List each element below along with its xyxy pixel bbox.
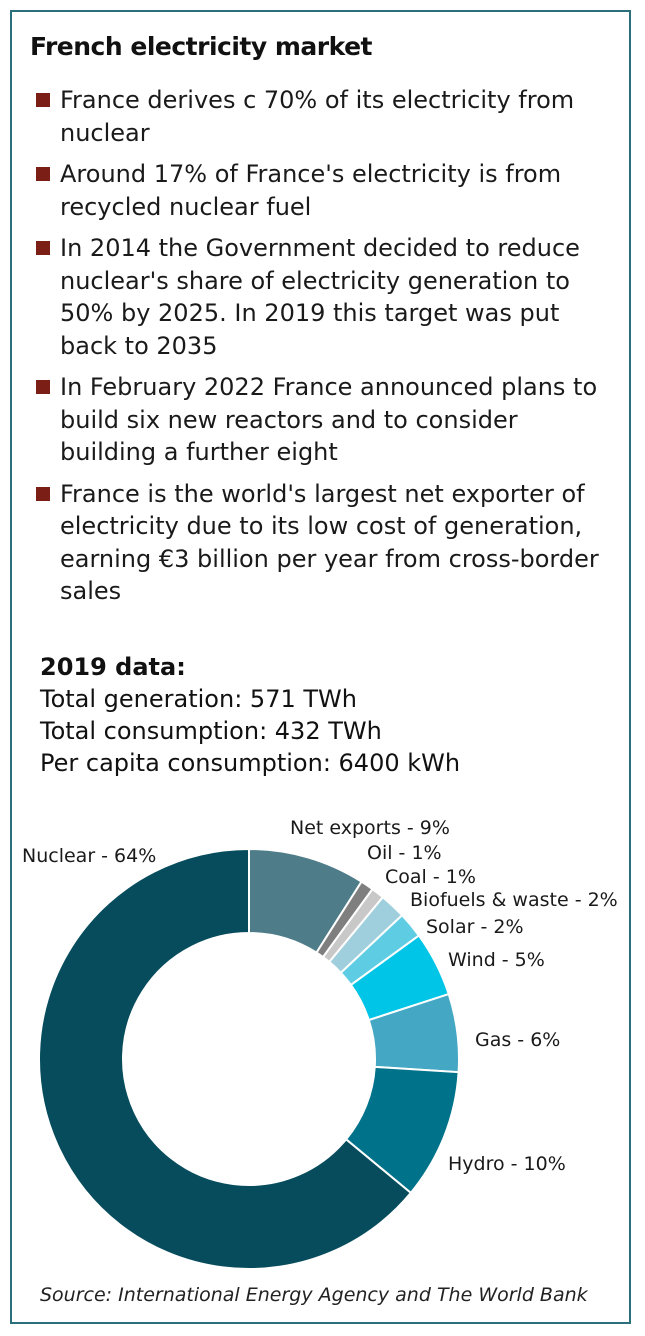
bullet-square-icon (36, 486, 50, 501)
slice-label-oil: Oil - 1% (367, 842, 442, 864)
slice-label-hydro: Hydro - 10% (448, 1153, 566, 1175)
slice-label-nuclear: Nuclear - 64% (22, 845, 156, 867)
bullet-item: Around 17% of France's electricity is fr… (36, 158, 616, 223)
page-title: French electricity market (30, 32, 372, 61)
stats-line: Total generation: 571 TWh (40, 685, 357, 713)
slice-label-biofuels-waste: Biofuels & waste - 2% (410, 889, 618, 911)
bullet-list: France derives c 70% of its electricity … (36, 84, 616, 617)
stats-line: Per capita consumption: 6400 kWh (40, 749, 461, 777)
bullet-square-icon (36, 241, 50, 255)
bullet-item: France derives c 70% of its electricity … (36, 84, 616, 149)
bullet-square-icon (36, 167, 50, 181)
bullet-square-icon (36, 380, 50, 394)
bullet-item: In 2014 the Government decided to reduce… (36, 232, 616, 362)
stats-block: 2019 data: Total generation: 571 TWh Tot… (40, 651, 460, 779)
donut-chart: Net exports - 9% Oil - 1% Coal - 1% Biofuel… (0, 800, 645, 1280)
bullet-text: France derives c 70% of its electricity … (60, 86, 575, 147)
bullet-text: France is the world's largest net export… (60, 479, 599, 606)
stats-line: Total consumption: 432 TWh (40, 717, 382, 745)
slice-label-coal: Coal - 1% (385, 866, 476, 888)
bullet-item: In February 2022 France announced plans … (36, 371, 616, 469)
donut-chart-svg: Net exports - 9% Oil - 1%Coal - 1%Biofuel… (22, 817, 618, 1270)
slice-label-wind: Wind - 5% (448, 949, 545, 971)
bullet-text: In 2014 the Government decided to reduce… (60, 234, 580, 360)
stats-heading: 2019 data: (40, 653, 186, 681)
panel-frame (10, 10, 631, 1324)
source-note: Source: International Energy Agency and … (40, 1284, 588, 1306)
slice-nuclear (38, 847, 413, 1270)
slice-label-solar: Solar - 2% (426, 916, 524, 938)
bullet-item: France is the world's largest net export… (36, 478, 616, 608)
bullet-text: Around 17% of France's electricity is fr… (60, 160, 562, 221)
bullet-text: In February 2022 France announced plans … (60, 373, 598, 466)
slice-label-gas: Gas - 6% (475, 1029, 560, 1051)
slice-label-net-exports: Net exports - 9% (290, 817, 450, 839)
bullet-square-icon (36, 93, 50, 107)
